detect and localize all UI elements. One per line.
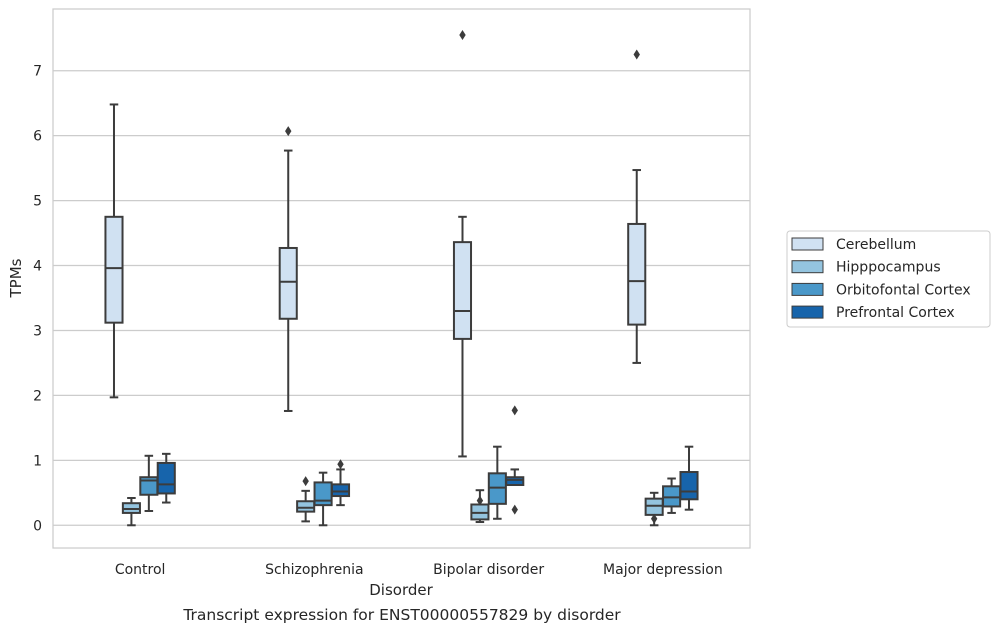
box-prefrontal-cortex xyxy=(505,405,525,515)
y-tick-label: 7 xyxy=(33,64,42,80)
box-orbitofontal-cortex xyxy=(487,445,507,520)
legend: Cerebellum Hipppocampus Orbitofontal Corte… xyxy=(786,230,991,328)
box-body xyxy=(313,481,333,507)
outlier-point xyxy=(459,29,466,40)
x-axis-label: Disorder xyxy=(369,581,433,599)
box-body xyxy=(278,246,298,320)
box-body xyxy=(104,215,124,324)
y-tick-labels: 0 1 2 3 4 5 6 7 xyxy=(33,64,42,535)
y-tick-label: 3 xyxy=(33,323,42,339)
x-tick-label: Major depression xyxy=(603,562,723,578)
box-hipppocampus xyxy=(470,489,490,524)
y-tick-label: 6 xyxy=(33,129,42,145)
y-tick-label: 1 xyxy=(33,453,42,469)
outlier-point xyxy=(476,495,484,506)
box-body xyxy=(452,241,473,340)
outlier-point xyxy=(337,459,344,470)
outlier-point xyxy=(633,49,640,60)
legend-label: Orbitofontal Cortex xyxy=(836,282,971,298)
box-hipppocampus xyxy=(644,491,664,527)
box-body xyxy=(627,222,647,326)
y-tick-label: 0 xyxy=(33,518,42,534)
legend-label: Cerebellum xyxy=(836,237,916,253)
y-tick-label: 4 xyxy=(33,259,42,275)
box-hipppocampus xyxy=(296,476,316,523)
legend-swatch xyxy=(791,282,824,296)
box-cerebellum xyxy=(104,103,124,399)
legend-swatch xyxy=(791,260,824,274)
box-cerebellum xyxy=(627,49,647,364)
box-cerebellum xyxy=(452,29,473,458)
box-prefrontal-cortex xyxy=(156,452,176,504)
legend-swatch xyxy=(791,305,824,319)
x-tick-labels: Control Schizophrenia Bipolar disorder Majo… xyxy=(115,562,723,578)
box-orbitofontal-cortex xyxy=(313,471,333,527)
plot-frame xyxy=(52,8,751,549)
box-body xyxy=(679,471,699,501)
box-orbitofontal-cortex xyxy=(139,454,159,512)
legend-frame xyxy=(786,230,991,328)
box-hipppocampus xyxy=(121,496,141,527)
y-tick-label: 5 xyxy=(33,194,42,210)
legend-label: Prefrontal Cortex xyxy=(836,305,955,321)
box-prefrontal-cortex xyxy=(679,445,699,511)
y-axis-label: TPMs xyxy=(7,258,25,298)
y-tick-label: 2 xyxy=(33,388,42,404)
grid-lines xyxy=(53,70,750,526)
box-body xyxy=(330,483,351,498)
x-tick-label: Schizophrenia xyxy=(265,562,363,578)
outlier-point xyxy=(302,476,309,487)
outlier-point xyxy=(511,405,518,416)
outlier-point xyxy=(650,513,658,524)
box-body xyxy=(156,461,176,495)
outlier-point xyxy=(511,504,518,515)
x-tick-label: Control xyxy=(115,562,166,578)
box-body xyxy=(296,500,316,513)
legend-label: Hipppocampus xyxy=(836,260,941,276)
outlier-point xyxy=(285,126,292,137)
x-tick-label: Bipolar disorder xyxy=(433,562,544,578)
legend-swatch xyxy=(791,237,824,251)
box-prefrontal-cortex xyxy=(330,459,351,507)
chart-caption: Transcript expression for ENST0000055782… xyxy=(183,606,621,624)
box-body xyxy=(505,476,525,487)
box-series xyxy=(104,29,699,527)
box-cerebellum xyxy=(278,126,298,412)
